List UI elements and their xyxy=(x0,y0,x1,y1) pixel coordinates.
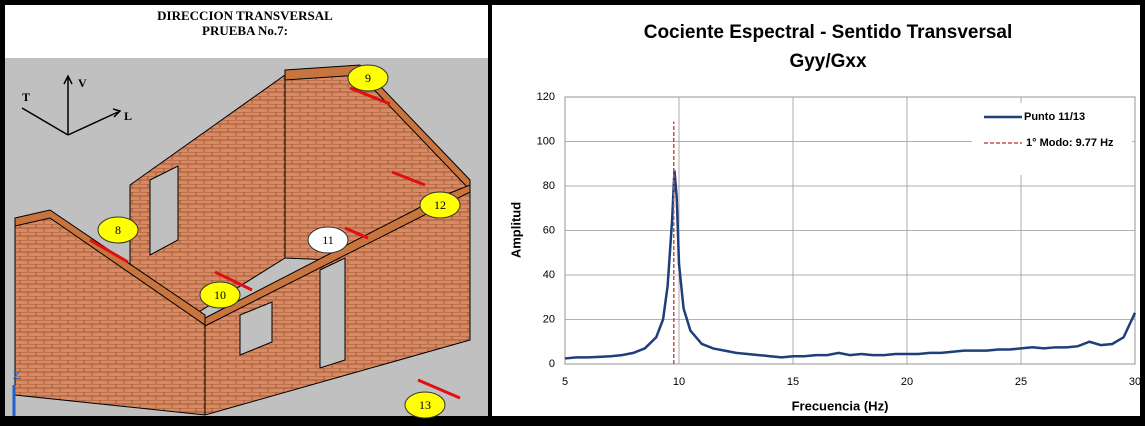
point-marker xyxy=(404,391,446,419)
figure-title: DIRECCION TRANSVERSAL xyxy=(157,8,333,23)
point-label: 10 xyxy=(214,288,226,302)
left-header xyxy=(5,5,488,58)
point-label: 8 xyxy=(115,223,121,237)
x-axis-label: Frecuencia (Hz) xyxy=(792,398,889,413)
y-tick-label: 40 xyxy=(543,269,555,281)
x-tick-label: 10 xyxy=(673,376,685,388)
point-label: 9 xyxy=(365,71,371,85)
x-tick-label: 15 xyxy=(787,376,799,388)
axes-icon xyxy=(21,74,122,136)
x-tick-label: 5 xyxy=(562,376,568,388)
axis-v: V xyxy=(78,76,87,90)
point-marker xyxy=(347,64,389,92)
point-labels: 8 9 10 11 12 13 xyxy=(97,64,461,419)
chart-subtitle: Gyy/Gxx xyxy=(789,51,867,72)
figure-subtitle: PRUEBA No.7: xyxy=(202,23,288,38)
legend-label: 1° Modo: 9.77 Hz xyxy=(1026,137,1114,149)
y-tick-label: 0 xyxy=(549,358,555,370)
x-tick-label: 30 xyxy=(1129,376,1141,388)
point-marker xyxy=(199,281,241,309)
y-tick-label: 120 xyxy=(537,91,555,103)
y-axis-label: Amplitud xyxy=(508,202,523,258)
chart-title: Cociente Espectral - Sentido Transversal xyxy=(644,22,1013,43)
point-marker xyxy=(419,191,461,219)
y-tick-label: 20 xyxy=(543,313,555,325)
point-label: 11 xyxy=(322,233,334,247)
y-tick-label: 80 xyxy=(543,180,555,192)
point-label: 12 xyxy=(434,198,446,212)
chart: 0 20 40 60 80 100 120 5 10 15 20 25 30 Punto 11/13 1° … xyxy=(537,91,1141,388)
axis-t: T xyxy=(22,90,30,104)
x-tick-label: 25 xyxy=(1015,376,1027,388)
y-tick-label: 100 xyxy=(537,135,555,147)
x-tick-label: 20 xyxy=(901,376,913,388)
series-line xyxy=(564,170,1137,360)
point-marker xyxy=(307,226,349,254)
y-tick-label: 60 xyxy=(543,224,555,236)
axis-l: L xyxy=(124,109,132,123)
arrows xyxy=(89,86,461,400)
point-label: 13 xyxy=(419,398,431,412)
point-marker xyxy=(97,216,139,244)
axis-z: Z xyxy=(13,370,20,382)
legend-label: Punto 11/13 xyxy=(1024,111,1085,123)
legend-box xyxy=(972,103,1132,175)
